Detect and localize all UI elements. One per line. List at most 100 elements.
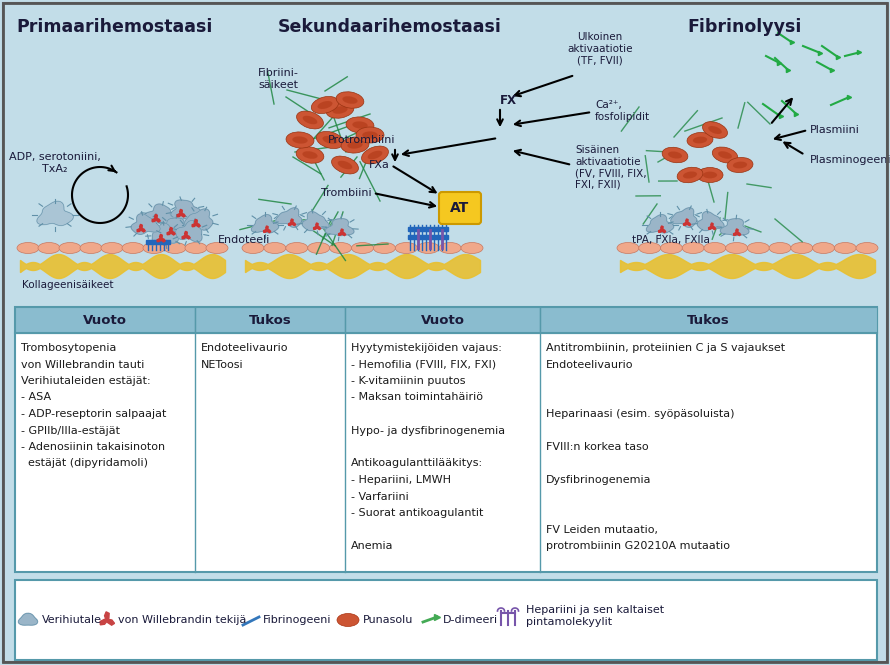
Text: FXa: FXa <box>369 160 390 170</box>
Ellipse shape <box>296 147 324 163</box>
Ellipse shape <box>343 96 358 104</box>
FancyBboxPatch shape <box>195 307 345 333</box>
Text: Protrombiini: Protrombiini <box>328 135 395 145</box>
Ellipse shape <box>725 243 748 253</box>
Text: Endoteeli: Endoteeli <box>218 235 271 245</box>
Ellipse shape <box>813 243 835 253</box>
Ellipse shape <box>164 243 186 253</box>
Ellipse shape <box>856 243 878 253</box>
Ellipse shape <box>337 161 352 170</box>
FancyBboxPatch shape <box>439 192 481 224</box>
Text: - ADP-reseptorin salpaajat: - ADP-reseptorin salpaajat <box>21 409 166 419</box>
Text: Antikoagulanttilääkitys:: Antikoagulanttilääkitys: <box>351 458 483 469</box>
Polygon shape <box>159 218 190 236</box>
Ellipse shape <box>59 243 81 253</box>
Polygon shape <box>177 209 185 217</box>
Text: tPA, FXIa, FXIIa: tPA, FXIa, FXIIa <box>632 235 710 245</box>
Polygon shape <box>158 234 166 242</box>
Polygon shape <box>37 201 73 225</box>
Ellipse shape <box>38 243 60 253</box>
Ellipse shape <box>708 126 722 134</box>
Ellipse shape <box>352 121 368 128</box>
FancyBboxPatch shape <box>15 307 877 572</box>
Text: Verihiutale: Verihiutale <box>42 615 102 625</box>
Ellipse shape <box>361 146 388 164</box>
Polygon shape <box>19 613 37 625</box>
Ellipse shape <box>264 243 286 253</box>
Polygon shape <box>167 227 175 235</box>
Ellipse shape <box>718 151 732 159</box>
Text: Hepariini ja sen kaltaiset
pintamolekyylit: Hepariini ja sen kaltaiset pintamolekyyl… <box>526 605 664 627</box>
Text: Antitrombiinin, proteiinien C ja S vajaukset: Antitrombiinin, proteiinien C ja S vajau… <box>546 343 785 353</box>
FancyBboxPatch shape <box>15 580 877 660</box>
Text: Heparinaasi (esim. syöpäsoluista): Heparinaasi (esim. syöpäsoluista) <box>546 409 734 419</box>
Polygon shape <box>137 224 145 232</box>
Polygon shape <box>288 219 295 225</box>
Polygon shape <box>646 215 674 233</box>
Text: D-dimeeri: D-dimeeri <box>443 615 498 625</box>
Ellipse shape <box>332 106 348 114</box>
Text: Kollageenisäikeet: Kollageenisäikeet <box>22 280 114 290</box>
Ellipse shape <box>791 243 813 253</box>
Polygon shape <box>671 207 697 227</box>
Ellipse shape <box>703 172 717 178</box>
Text: Anemia: Anemia <box>351 541 393 551</box>
Ellipse shape <box>318 101 333 109</box>
Text: estäjät (dipyridamoli): estäjät (dipyridamoli) <box>21 458 148 469</box>
Ellipse shape <box>668 152 682 158</box>
Ellipse shape <box>322 136 337 144</box>
Polygon shape <box>313 223 320 229</box>
Ellipse shape <box>834 243 856 253</box>
Polygon shape <box>659 226 666 233</box>
Ellipse shape <box>417 243 439 253</box>
Ellipse shape <box>303 116 318 124</box>
FancyBboxPatch shape <box>15 307 195 333</box>
Text: Sekundaarihemostaasi: Sekundaarihemostaasi <box>278 18 502 36</box>
Ellipse shape <box>395 243 417 253</box>
Text: von Willebrandin tauti: von Willebrandin tauti <box>21 360 144 370</box>
Ellipse shape <box>662 147 688 163</box>
FancyBboxPatch shape <box>540 307 877 333</box>
Text: Tukos: Tukos <box>248 313 291 327</box>
Ellipse shape <box>303 151 318 159</box>
Polygon shape <box>708 223 716 229</box>
Polygon shape <box>720 219 749 235</box>
Text: FX: FX <box>500 94 517 106</box>
Polygon shape <box>101 612 115 625</box>
Ellipse shape <box>639 243 660 253</box>
Text: Trombiini: Trombiini <box>321 188 372 198</box>
Text: Punasolu: Punasolu <box>363 615 413 625</box>
Text: Fibrinogeeni: Fibrinogeeni <box>263 615 331 625</box>
Ellipse shape <box>308 243 329 253</box>
FancyBboxPatch shape <box>345 307 540 333</box>
Text: Primaarihemostaasi: Primaarihemostaasi <box>17 18 214 36</box>
Ellipse shape <box>143 243 165 253</box>
Ellipse shape <box>341 137 369 153</box>
Text: Hyytymistekijöiden vajaus:: Hyytymistekijöiden vajaus: <box>351 343 502 353</box>
Ellipse shape <box>80 243 102 253</box>
Text: Verihiutaleiden estäjät:: Verihiutaleiden estäjät: <box>21 376 150 386</box>
Ellipse shape <box>617 243 639 253</box>
Text: - Hepariini, LMWH: - Hepariini, LMWH <box>351 475 451 485</box>
Text: Tukos: Tukos <box>687 313 730 327</box>
Ellipse shape <box>332 156 359 174</box>
Text: Plasminogeeni: Plasminogeeni <box>810 155 890 165</box>
Ellipse shape <box>748 243 769 253</box>
Ellipse shape <box>727 158 753 172</box>
Text: Vuoto: Vuoto <box>420 313 465 327</box>
Polygon shape <box>276 207 302 227</box>
Ellipse shape <box>362 132 377 138</box>
Text: Endoteelivaurio: Endoteelivaurio <box>201 343 288 353</box>
Ellipse shape <box>683 172 697 178</box>
Ellipse shape <box>704 243 726 253</box>
Ellipse shape <box>356 127 384 143</box>
Text: Plasmiini: Plasmiini <box>810 125 860 135</box>
Polygon shape <box>733 229 740 235</box>
Ellipse shape <box>206 243 228 253</box>
Polygon shape <box>152 214 160 222</box>
Ellipse shape <box>326 102 354 118</box>
Text: protrombiinin G20210A mutaatio: protrombiinin G20210A mutaatio <box>546 541 730 551</box>
Ellipse shape <box>702 122 727 138</box>
Polygon shape <box>184 209 213 230</box>
Polygon shape <box>192 219 200 227</box>
